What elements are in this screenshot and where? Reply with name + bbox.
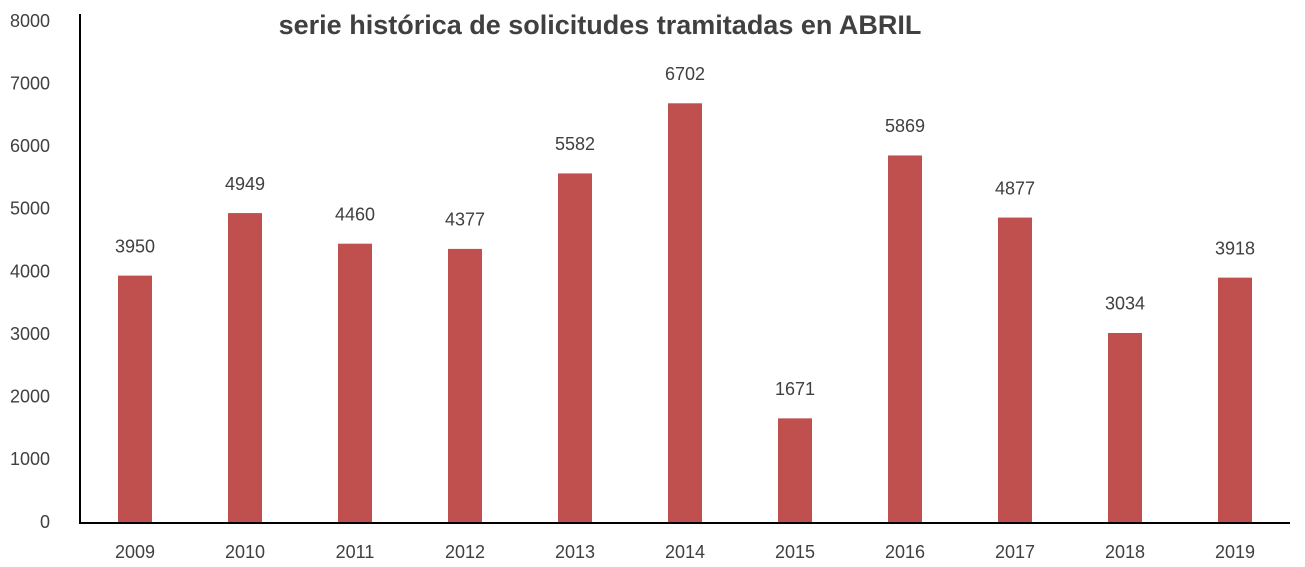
- y-tick-label: 7000: [10, 73, 50, 93]
- data-label: 4877: [995, 178, 1035, 198]
- x-tick-label: 2010: [225, 542, 265, 562]
- x-tick-label: 2014: [665, 542, 705, 562]
- data-label: 5869: [885, 116, 925, 136]
- data-label: 3034: [1105, 294, 1145, 314]
- y-tick-label: 8000: [10, 11, 50, 31]
- data-label: 1671: [775, 379, 815, 399]
- x-tick-label: 2013: [555, 542, 595, 562]
- bar: [888, 155, 922, 524]
- chart-title: serie histórica de solicitudes tramitada…: [279, 10, 922, 40]
- data-label: 5582: [555, 134, 595, 154]
- x-tick-label: 2017: [995, 542, 1035, 562]
- x-tick-label: 2015: [775, 542, 815, 562]
- bar: [778, 418, 812, 523]
- bar: [338, 243, 372, 523]
- x-tick-label: 2011: [336, 542, 375, 562]
- data-label: 3918: [1215, 238, 1255, 258]
- y-tick-label: 4000: [10, 261, 50, 281]
- y-tick-label: 0: [40, 512, 50, 532]
- data-label: 6702: [665, 64, 705, 84]
- x-tick-label: 2018: [1105, 542, 1145, 562]
- y-tick-label: 6000: [10, 136, 50, 156]
- y-tick-label: 5000: [10, 199, 50, 219]
- data-label: 4460: [335, 204, 375, 224]
- bar: [118, 275, 152, 523]
- x-tick-label: 2009: [115, 542, 155, 562]
- x-tick-label: 2019: [1215, 542, 1255, 562]
- y-tick-label: 2000: [10, 387, 50, 407]
- bar: [228, 213, 262, 523]
- y-tick-label: 1000: [10, 449, 50, 469]
- x-tick-label: 2016: [885, 542, 925, 562]
- bar: [558, 173, 592, 523]
- bar: [998, 217, 1032, 523]
- data-label: 3950: [115, 236, 155, 256]
- data-label: 4377: [445, 210, 485, 230]
- data-label: 4949: [225, 174, 265, 194]
- x-tick-label: 2012: [445, 542, 485, 562]
- bar: [1218, 277, 1252, 523]
- bar: [668, 103, 702, 524]
- y-tick-label: 3000: [10, 324, 50, 344]
- bar: [1108, 332, 1142, 523]
- bar: [448, 248, 482, 523]
